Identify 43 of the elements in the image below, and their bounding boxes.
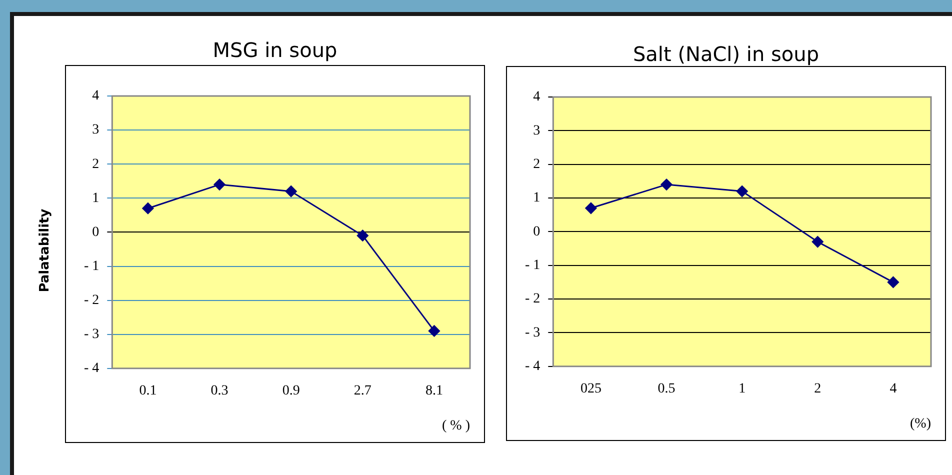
point [428,325,440,337]
x-axis-title: (%) [910,416,932,432]
x-tick-label: 2 [814,381,822,396]
point [812,236,824,248]
y-tick-label: - 4 [524,359,540,374]
x-tick-label: 2.7 [354,383,372,398]
y-tick-label: 2 [92,156,100,172]
y-tick-label: - 3 [524,325,540,340]
point [585,202,597,214]
y-tick-label: - 1 [84,258,100,274]
point [887,276,899,288]
chart-title: Salt (NaCl) in soup [632,42,820,66]
point [285,186,297,198]
point [214,178,226,190]
y-tick-label: 4 [533,90,540,105]
x-tick-label: 1 [738,381,746,396]
point [356,230,368,242]
x-tick-label: 0.9 [282,383,300,398]
y-tick-label: 0 [92,224,100,240]
y-tick-label: - 2 [84,292,100,308]
x-tick-label: 4 [890,381,897,396]
y-tick-label: - 2 [524,292,540,307]
x-tick-label: 0.5 [658,381,676,396]
x-tick-label: 025 [580,381,602,396]
y-tick-label: - 3 [84,327,100,342]
point [736,186,748,198]
y-tick-label: 1 [92,190,100,206]
x-tick-label: 8.1 [425,383,443,398]
y-tick-label: - 4 [84,361,100,376]
y-axis-title: Palatability [38,208,52,292]
x-axis-title: ( % ) [442,418,470,434]
y-tick-label: 4 [92,88,100,104]
point [660,178,672,190]
point [142,202,154,214]
y-tick-label: 1 [533,190,540,206]
chart-title: MSG in soup [212,38,338,62]
y-tick-label: 3 [92,122,100,138]
y-tick-label: 2 [533,157,540,172]
y-tick-label: 0 [533,224,540,240]
y-tick-label: 3 [533,123,540,138]
y-tick-label: - 1 [524,258,540,274]
x-tick-label: 0.1 [139,383,157,398]
x-tick-label: 0.3 [210,383,228,398]
